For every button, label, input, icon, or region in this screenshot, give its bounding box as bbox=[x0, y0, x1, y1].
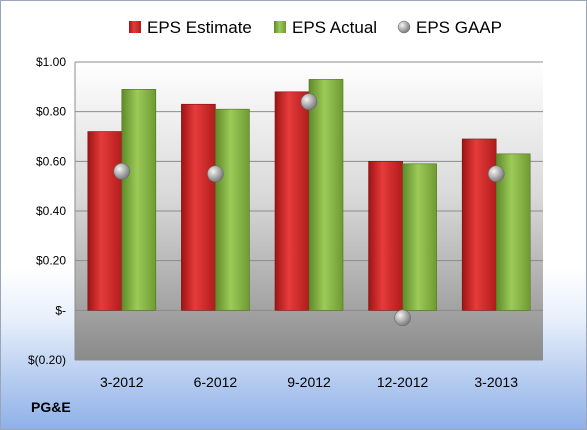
legend-eps-actual-label: EPS Actual bbox=[292, 18, 377, 37]
legend-eps-gaap: EPS GAAP bbox=[397, 18, 502, 37]
marker-eps-gaap bbox=[113, 162, 131, 180]
bar-eps-actual bbox=[495, 153, 531, 311]
x-category-label: 9-2012 bbox=[287, 374, 331, 390]
marker-eps-gaap bbox=[207, 165, 224, 183]
y-tick-label: $0.60 bbox=[36, 154, 66, 168]
x-category-label: 12-2012 bbox=[377, 374, 429, 390]
company-label: PG&E bbox=[31, 399, 71, 415]
bar-eps-estimate bbox=[87, 131, 123, 311]
marker-eps-gaap bbox=[487, 165, 505, 183]
x-category-label: 6-2012 bbox=[194, 374, 238, 390]
bar-eps-actual bbox=[308, 79, 344, 311]
bar-eps-estimate bbox=[461, 138, 497, 311]
legend-eps-gaap-label: EPS GAAP bbox=[416, 18, 502, 37]
bar-eps-estimate bbox=[181, 103, 216, 311]
y-tick-label: $0.80 bbox=[36, 105, 66, 119]
bar-eps-actual bbox=[402, 163, 437, 311]
bar-eps-estimate bbox=[368, 161, 403, 311]
marker-eps-gaap bbox=[394, 309, 411, 327]
y-tick-label: $0.40 bbox=[36, 204, 66, 218]
legend-eps-gaap-swatch bbox=[397, 20, 411, 34]
legend-eps-estimate: EPS Estimate bbox=[129, 18, 252, 37]
y-tick-label: $0.20 bbox=[36, 254, 66, 268]
bar-eps-estimate bbox=[274, 91, 310, 311]
x-category-label: 3-2013 bbox=[474, 374, 518, 390]
bar-eps-actual bbox=[215, 108, 250, 311]
y-tick-label: $(0.20) bbox=[28, 353, 66, 367]
y-tick-label: $1.00 bbox=[36, 55, 66, 69]
marker-eps-gaap bbox=[300, 93, 318, 111]
legend-eps-actual: EPS Actual bbox=[274, 18, 377, 37]
x-category-label: 3-2012 bbox=[100, 374, 144, 390]
legend-eps-estimate-swatch bbox=[129, 21, 141, 33]
y-tick-label: $- bbox=[55, 303, 66, 317]
bar-eps-actual bbox=[121, 89, 157, 311]
legend-eps-actual-swatch bbox=[274, 21, 286, 33]
legend-eps-estimate-label: EPS Estimate bbox=[147, 18, 252, 37]
